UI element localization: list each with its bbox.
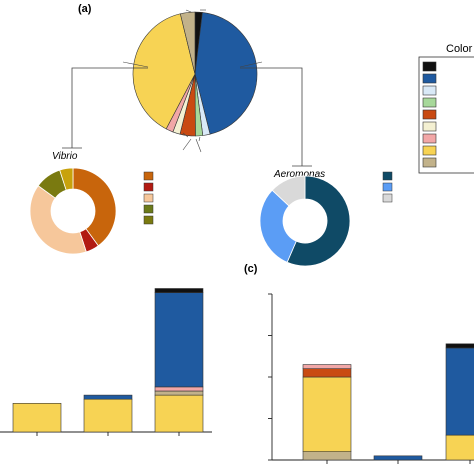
color-legend-swatch bbox=[422, 97, 437, 108]
color-legend-swatch bbox=[422, 145, 437, 156]
vibrio-legend-swatch bbox=[143, 171, 154, 181]
color-legend-swatch bbox=[422, 133, 437, 144]
color-legend-swatch bbox=[422, 61, 437, 72]
aeromonas-connector bbox=[240, 67, 312, 167]
vibrio-genus-label: Vibrio bbox=[52, 151, 78, 162]
color-legend-swatch bbox=[422, 85, 437, 96]
color-legend-swatch bbox=[422, 73, 437, 84]
pie-leader-line bbox=[185, 9, 192, 13]
vibrio-legend-swatch bbox=[143, 182, 154, 192]
vibrio-connector bbox=[62, 67, 148, 149]
color-legend-title: Color bbox=[446, 43, 473, 55]
bar-segment bbox=[154, 288, 204, 293]
bar-segment bbox=[302, 376, 352, 452]
bar-segment bbox=[154, 390, 204, 396]
pie-leader-line bbox=[182, 132, 189, 138]
donut-slice bbox=[286, 175, 351, 267]
pie-slice bbox=[132, 13, 196, 130]
genus-pie-chart bbox=[132, 11, 258, 137]
donut-slice bbox=[29, 185, 87, 255]
genus-pie-labels bbox=[62, 9, 312, 167]
bar-segment bbox=[154, 394, 204, 433]
vibrio-legend-swatch bbox=[143, 204, 154, 214]
color-legend-swatch bbox=[422, 121, 437, 132]
panel-a-label: (a) bbox=[78, 3, 92, 15]
pie-leader-line bbox=[122, 61, 149, 68]
bar-segment bbox=[302, 364, 352, 369]
color-legend-border bbox=[418, 56, 474, 174]
bar-segment bbox=[373, 455, 423, 461]
donut-slice bbox=[72, 167, 117, 247]
color-legend-swatch bbox=[422, 157, 437, 168]
bar-segment bbox=[445, 347, 474, 436]
vibrio-legend-swatch bbox=[143, 215, 154, 225]
isolation-approaches-bar-chart bbox=[268, 293, 474, 464]
pie-leader-line bbox=[239, 61, 263, 68]
bar-segment bbox=[154, 292, 204, 388]
donut-slice bbox=[259, 189, 297, 263]
aeromonas-legend-swatch bbox=[382, 171, 393, 181]
aeromonas-genus-label: Aeromonas bbox=[273, 169, 325, 180]
bar-segment bbox=[83, 394, 133, 400]
bar-segment bbox=[12, 402, 62, 433]
aeromonas-donut-chart bbox=[259, 175, 351, 267]
panel-c-label: (c) bbox=[244, 263, 258, 275]
color-legend: Color bbox=[418, 43, 474, 174]
bar-segment bbox=[302, 368, 352, 378]
vibrio-species-legend bbox=[143, 171, 154, 225]
pie-leader-line bbox=[182, 138, 192, 151]
aeromonas-species-legend bbox=[382, 171, 393, 203]
vibrio-legend-swatch bbox=[143, 193, 154, 203]
vibrio-donut-chart bbox=[29, 167, 117, 255]
donut-slice bbox=[271, 175, 306, 207]
aeromonas-legend-swatch bbox=[382, 182, 393, 192]
aeromonas-legend-swatch bbox=[382, 193, 393, 203]
bar-segment bbox=[445, 343, 474, 349]
donut-slice bbox=[59, 167, 74, 191]
pie-leader-line bbox=[195, 138, 202, 153]
bar-segment bbox=[154, 386, 204, 392]
pie-slice bbox=[179, 11, 196, 75]
bar-segment bbox=[302, 451, 352, 461]
bar-segment bbox=[83, 398, 133, 433]
pie-slice bbox=[194, 12, 258, 135]
pie-leader-line bbox=[198, 136, 201, 142]
sampling-sites-bar-chart bbox=[0, 288, 212, 436]
color-legend-swatch bbox=[422, 109, 437, 120]
bar-segment bbox=[445, 434, 474, 461]
